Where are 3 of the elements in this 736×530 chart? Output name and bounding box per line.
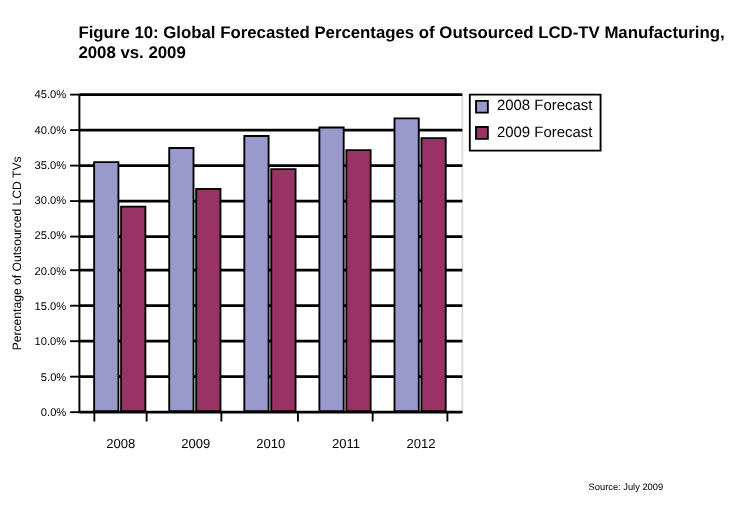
legend-label: 2009 Forecast — [496, 122, 595, 141]
legend-label: 2008 Forecast — [496, 96, 595, 115]
chart-title: Figure 10: Global Forecasted Percentages of Outsourced LCD-TV Manufacturing, 2008 vs. 2009 — [78, 21, 725, 63]
